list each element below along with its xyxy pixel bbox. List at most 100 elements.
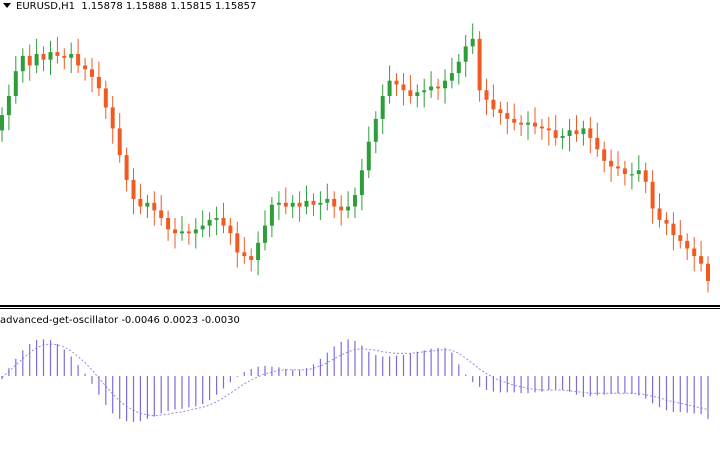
candle bbox=[276, 191, 281, 220]
candle-body bbox=[242, 252, 247, 257]
candle bbox=[131, 168, 136, 215]
candle-body bbox=[664, 219, 669, 224]
price-chart-pane[interactable]: EURUSD,H1 1.15878 1.15888 1.15815 1.1585… bbox=[0, 0, 720, 305]
candle bbox=[228, 218, 233, 245]
candle bbox=[242, 237, 247, 264]
candle bbox=[678, 219, 683, 249]
pane-separator[interactable] bbox=[0, 305, 720, 307]
candle-body bbox=[69, 54, 74, 58]
candle bbox=[48, 40, 53, 75]
candle bbox=[124, 147, 129, 192]
candle-body bbox=[588, 128, 593, 138]
candle-body bbox=[436, 86, 441, 89]
candle-body bbox=[449, 73, 454, 81]
candle bbox=[145, 195, 150, 218]
candle bbox=[263, 210, 267, 251]
candle bbox=[588, 117, 593, 154]
candle-body bbox=[290, 202, 295, 207]
candle bbox=[159, 195, 164, 226]
candle-body bbox=[366, 141, 371, 171]
candle-body bbox=[602, 149, 607, 161]
candle-body bbox=[13, 71, 18, 96]
candle-body bbox=[235, 233, 240, 253]
candle bbox=[207, 212, 212, 238]
candle-body bbox=[304, 200, 309, 207]
candle bbox=[581, 120, 586, 146]
candle bbox=[318, 191, 323, 220]
candle-body bbox=[256, 242, 261, 260]
candle bbox=[180, 216, 184, 241]
candle bbox=[27, 44, 32, 81]
candle-body bbox=[484, 90, 489, 100]
candle bbox=[6, 84, 11, 131]
candle-body bbox=[443, 80, 447, 89]
candle-body bbox=[505, 113, 510, 119]
candle-body bbox=[48, 52, 53, 60]
candle bbox=[602, 141, 607, 173]
oscillator-histogram bbox=[1, 339, 709, 422]
candle-body bbox=[526, 122, 530, 125]
candle bbox=[574, 115, 579, 142]
candle-body bbox=[643, 170, 648, 182]
candle-body bbox=[394, 80, 399, 85]
candle bbox=[221, 202, 226, 234]
candle bbox=[595, 122, 600, 157]
candle bbox=[560, 128, 565, 150]
collapse-triangle-icon[interactable] bbox=[3, 3, 11, 8]
candle-body bbox=[380, 96, 385, 119]
candle bbox=[539, 118, 544, 140]
candle bbox=[34, 38, 39, 74]
candle-body bbox=[6, 96, 11, 116]
candle-body bbox=[692, 248, 697, 257]
candle bbox=[533, 107, 537, 135]
candle-body bbox=[145, 202, 150, 207]
candle bbox=[415, 84, 420, 108]
candle-body bbox=[311, 200, 316, 205]
candle bbox=[546, 117, 551, 146]
candle-body bbox=[519, 122, 524, 125]
candle-body bbox=[477, 38, 482, 91]
candle-body bbox=[415, 92, 420, 96]
candle-body bbox=[180, 231, 184, 234]
candle bbox=[173, 218, 177, 249]
candle-body bbox=[429, 86, 434, 91]
candle bbox=[567, 118, 572, 152]
candle bbox=[311, 193, 316, 217]
candle-body bbox=[200, 225, 205, 230]
candle-body bbox=[76, 54, 81, 66]
candle-body bbox=[276, 202, 281, 205]
candle-body bbox=[470, 38, 475, 47]
candle bbox=[339, 195, 344, 226]
candle bbox=[62, 48, 67, 70]
candle-body bbox=[249, 256, 254, 260]
candle bbox=[380, 84, 385, 135]
oscillator-name: advanced-get-oscillator bbox=[0, 315, 119, 326]
candle-body bbox=[650, 181, 655, 209]
candle bbox=[249, 248, 254, 272]
candle-body bbox=[138, 198, 143, 207]
candle-body bbox=[553, 130, 558, 138]
candle-body bbox=[671, 223, 676, 236]
candle bbox=[325, 183, 330, 211]
candle bbox=[436, 78, 441, 100]
candle bbox=[553, 115, 558, 146]
candle-body bbox=[27, 55, 32, 66]
candle-body bbox=[595, 137, 600, 150]
candle bbox=[117, 113, 122, 163]
candle-body bbox=[207, 219, 212, 226]
candle bbox=[103, 80, 108, 119]
candle bbox=[166, 210, 171, 241]
candle bbox=[699, 240, 704, 272]
candle-body bbox=[609, 160, 614, 167]
candle-body bbox=[263, 225, 267, 243]
candle-body bbox=[214, 218, 219, 220]
candle bbox=[373, 111, 378, 154]
candle bbox=[138, 183, 143, 215]
candle bbox=[269, 197, 274, 238]
candle bbox=[256, 231, 261, 276]
candle-body bbox=[498, 109, 503, 114]
candle bbox=[152, 191, 157, 226]
candle-body bbox=[83, 65, 88, 70]
oscillator-pane[interactable]: advanced-get-oscillator -0.0046 0.0023 -… bbox=[0, 310, 720, 449]
candle bbox=[443, 69, 447, 104]
